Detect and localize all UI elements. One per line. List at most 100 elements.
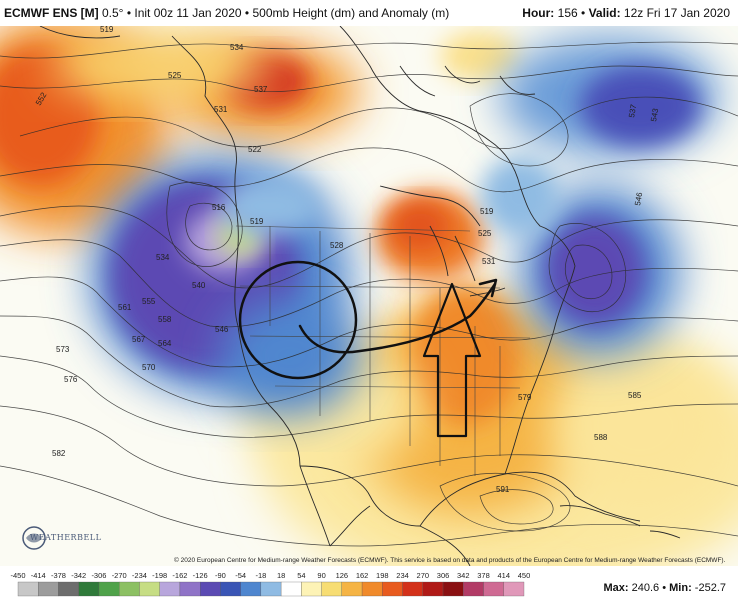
- contour-label: 516: [212, 203, 226, 212]
- header-title: ECMWF ENS [M] 0.5° • Init 00z 11 Jan 202…: [4, 6, 449, 20]
- colorbar-tick-label: 270: [417, 571, 430, 580]
- anomaly-colorbar: -450 -414 -378 -342 -306 -270 -234 -198 -162 -126…: [10, 571, 530, 597]
- product-name: 500mb Height (dm) and Anomaly (m): [252, 6, 450, 20]
- separator: •: [662, 582, 667, 594]
- separator: •: [244, 6, 250, 20]
- curved-arrow-annotation: [298, 282, 497, 354]
- colorbar-swatch: [98, 581, 120, 597]
- min-label: Min:: [669, 582, 692, 594]
- colorbar-swatch: [200, 581, 221, 597]
- colorbar-swatch: [78, 581, 100, 597]
- colorbar-tick-label: 450: [518, 571, 531, 580]
- colorbar-tick-label: -450: [10, 571, 25, 580]
- valid-label: Valid:: [588, 6, 621, 20]
- colorbar-tick-label: 162: [356, 571, 369, 580]
- contour-labels: 519 525 534 537 531 552 522 516 519 534 …: [34, 26, 660, 494]
- colorbar-tick-label: -54: [235, 571, 246, 580]
- contour-label: 540: [192, 281, 206, 290]
- curved-arrow-head: [478, 278, 498, 298]
- contour-label: 579: [518, 393, 532, 402]
- colorbar-tick-label: -90: [215, 571, 226, 580]
- colorbar-tick-label: -18: [255, 571, 266, 580]
- contour-label: 591: [496, 485, 510, 494]
- colorbar-swatch: [260, 581, 282, 597]
- contour-label: 567: [132, 335, 146, 344]
- colorbar-swatch: [280, 581, 302, 597]
- colorbar-tick-label: 306: [437, 571, 450, 580]
- forecast-map: 519 525 534 537 531 552 522 516 519 534 …: [0, 26, 738, 566]
- colorbar-swatch: [119, 581, 140, 597]
- min-value: -252.7: [694, 582, 726, 594]
- contour-label: 555: [142, 297, 156, 306]
- colorbar-swatch: [17, 581, 39, 597]
- model-name: ECMWF ENS [M]: [4, 6, 99, 20]
- colorbar-swatches: [17, 581, 525, 597]
- contour-label: 573: [56, 345, 70, 354]
- colorbar-swatch: [442, 581, 464, 597]
- colorbar-tick-labels: -450 -414 -378 -342 -306 -270 -234 -198 -162 -126…: [10, 571, 530, 580]
- colorbar-tick-label: -378: [51, 571, 66, 580]
- contour-label: 585: [628, 391, 642, 400]
- contour-label: 546: [633, 191, 644, 206]
- colorbar-tick-label: 198: [376, 571, 389, 580]
- colorbar-tick-label: 126: [336, 571, 349, 580]
- colorbar-swatch: [402, 581, 423, 597]
- contour-label: 525: [478, 229, 492, 238]
- contour-label: 534: [230, 43, 244, 52]
- hour-label: Hour:: [522, 6, 555, 20]
- colorbar-swatch: [301, 581, 322, 597]
- state-borders: [235, 225, 531, 476]
- colorbar-swatch: [139, 581, 160, 597]
- copyright-notice: © 2020 European Centre for Medium-range …: [174, 557, 726, 564]
- colorbar-swatch: [361, 581, 383, 597]
- resolution: 0.5°: [102, 6, 124, 20]
- colorbar-swatch: [422, 581, 444, 597]
- colorbar-tick-label: -198: [152, 571, 167, 580]
- colorbar-tick-label: -342: [71, 571, 86, 580]
- contour-label: 531: [214, 105, 228, 114]
- max-label: Max:: [603, 582, 629, 594]
- colorbar-tick-label: -306: [91, 571, 106, 580]
- colorbar-swatch: [321, 581, 342, 597]
- colorbar-swatch: [463, 581, 484, 597]
- contour-label: 564: [158, 339, 172, 348]
- contour-label: 561: [118, 303, 132, 312]
- colorbar-swatch: [483, 581, 504, 597]
- colorbar-tick-label: 18: [277, 571, 285, 580]
- colorbar-tick-label: 54: [297, 571, 305, 580]
- contour-label: 534: [156, 253, 170, 262]
- contour-label: 582: [52, 449, 66, 458]
- height-contours: [0, 41, 738, 547]
- contour-label: 519: [250, 217, 264, 226]
- contour-label: 522: [248, 145, 262, 154]
- contour-label: 537: [627, 103, 638, 118]
- valid-value: 12z Fri 17 Jan 2020: [623, 6, 730, 20]
- colorbar-swatch: [58, 581, 79, 597]
- weatherbell-logo: [20, 522, 88, 554]
- colorbar-swatch: [179, 581, 201, 597]
- annotations: [238, 260, 498, 438]
- field-stats: Max: 240.6 • Min: -252.7: [603, 582, 726, 594]
- colorbar-tick-label: -234: [132, 571, 147, 580]
- contour-label: 543: [649, 107, 660, 122]
- colorbar-swatch: [341, 581, 363, 597]
- contour-label: 570: [142, 363, 156, 372]
- colorbar-swatch: [38, 581, 59, 597]
- contour-label: 546: [215, 325, 229, 334]
- map-header: ECMWF ENS [M] 0.5° • Init 00z 11 Jan 202…: [0, 0, 738, 26]
- colorbar-tick-label: -270: [112, 571, 127, 580]
- contour-label: 525: [168, 71, 182, 80]
- separator: •: [581, 6, 586, 20]
- colorbar-tick-label: 342: [457, 571, 470, 580]
- colorbar-tick-label: -126: [193, 571, 208, 580]
- init-time: Init 00z 11 Jan 2020: [134, 6, 242, 20]
- colorbar-tick-label: 90: [317, 571, 325, 580]
- colorbar-tick-label: -414: [31, 571, 46, 580]
- colorbar-swatch: [382, 581, 403, 597]
- hour-value: 156: [557, 6, 578, 20]
- trough-circle-annotation: [238, 260, 358, 380]
- contour-label: 531: [482, 257, 496, 266]
- header-valid: Hour: 156 • Valid: 12z Fri 17 Jan 2020: [522, 6, 730, 20]
- big-up-arrow-annotation: [422, 282, 482, 438]
- contour-label: 528: [330, 241, 344, 250]
